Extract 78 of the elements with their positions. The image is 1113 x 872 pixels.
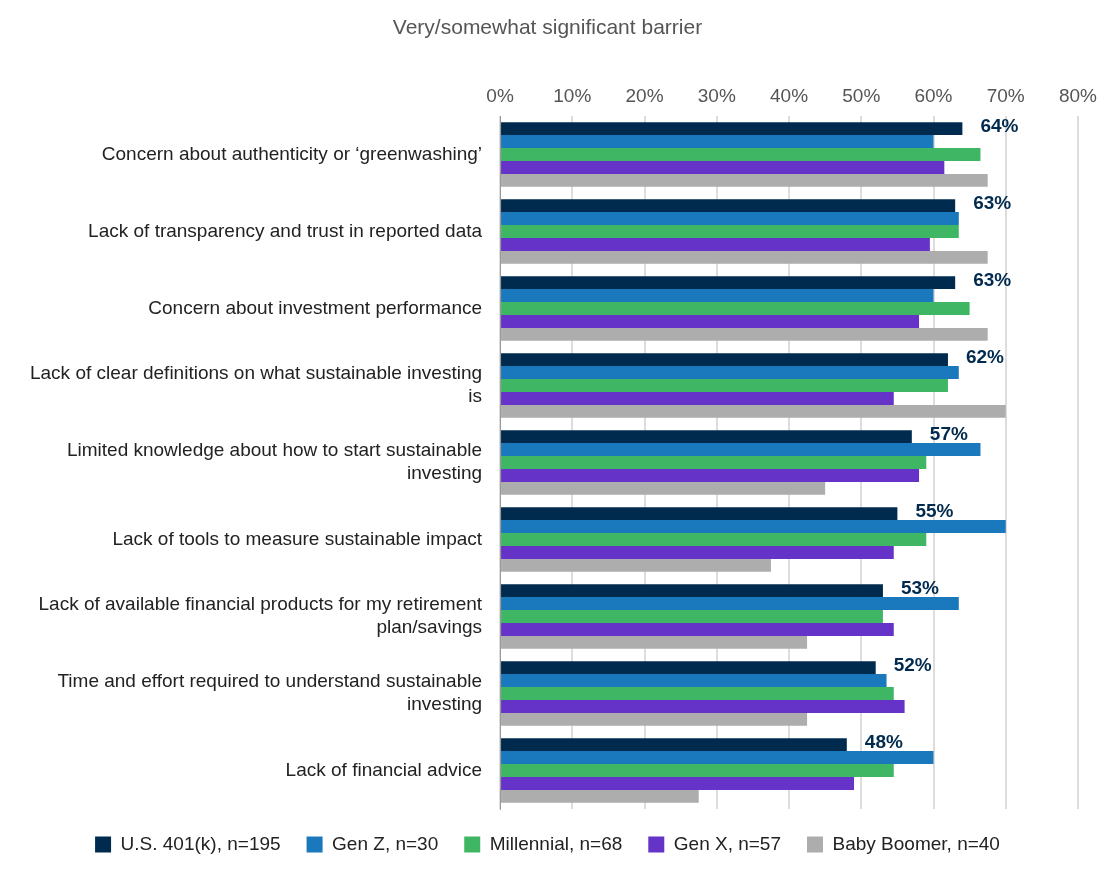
bar [501,404,1006,418]
bar [501,148,981,161]
y-tick-label: Lack of clear definitions on what sustainable investing is [29,362,483,407]
bar [501,314,920,328]
bar [501,135,934,149]
bar [501,545,894,559]
y-tick-label: Lack of transparency and trust in reported data [88,219,483,241]
bar [501,687,894,700]
bar [501,738,847,752]
x-tick-label: 40% [770,84,809,106]
x-tick-label: 0% [486,84,514,106]
bar [501,674,887,688]
x-tick-label: 20% [625,84,664,106]
data-label: 53% [900,577,940,599]
legend-label: Gen Z, n=30 [332,832,439,854]
bar [501,610,883,623]
bar [501,635,808,649]
y-tick-label: Lack of available financial products for my retirement plan/savings [38,593,483,638]
legend-label: Gen X, n=57 [673,832,782,854]
data-label: 63% [973,269,1012,291]
bar [501,533,927,546]
bar [501,212,959,226]
bar [501,391,894,405]
bar [501,237,930,251]
x-tick-label: 70% [986,84,1025,106]
bar [501,276,956,290]
bar [501,173,988,187]
legend-label: U.S. 401(k), n=195 [120,832,281,854]
bar [501,468,920,482]
bar [501,225,959,238]
bar [501,597,959,611]
bar [501,764,894,777]
data-label: 48% [864,731,903,753]
bar [501,302,970,315]
bar [501,160,945,174]
bar [501,289,934,303]
bar [501,584,883,598]
x-tick-label: 60% [914,84,953,106]
x-tick-label: 80% [1058,84,1098,106]
bar [501,776,855,790]
x-tick-label: 30% [697,84,736,106]
bar [501,520,1006,534]
bar [501,558,771,572]
bar [501,199,956,213]
legend-label: Millennial, n=68 [489,832,623,854]
data-label: 64% [980,115,1019,137]
bar [501,379,948,392]
legend-label: Baby Boomer, n=40 [832,832,1000,854]
y-tick-label: Concern about investment performance [148,296,483,318]
bar [501,507,898,521]
data-label: 57% [929,423,968,445]
bar [501,789,699,803]
y-tick-label: Lack of tools to measure sustainable impact [112,527,483,549]
bar [501,327,988,341]
bar [501,122,963,136]
bar [501,751,934,765]
bar [501,622,894,636]
bar [501,699,905,713]
y-tick-label: Lack of financial advice [285,758,483,780]
bar [501,353,948,367]
bar [501,366,959,380]
bar [501,456,927,469]
bar [501,481,826,495]
data-label: 63% [973,192,1012,214]
bar [501,430,912,444]
x-tick-label: 10% [553,84,592,106]
y-tick-label: Time and effort required to understand sustainable investing [57,670,483,715]
y-tick-label: Concern about authenticity or ‘greenwashing’ [101,142,483,164]
y-tick-label: Limited knowledge about how to start sustainable investing [66,439,483,484]
x-tick-label: 50% [842,84,881,106]
data-label: 52% [893,654,932,676]
bar [501,661,876,675]
chart-title: Very/somewhat significant barrier [392,15,703,39]
bar [501,712,808,726]
bar [501,443,981,457]
data-label: 62% [965,346,1005,368]
data-label: 55% [915,500,954,522]
bar [501,250,988,264]
